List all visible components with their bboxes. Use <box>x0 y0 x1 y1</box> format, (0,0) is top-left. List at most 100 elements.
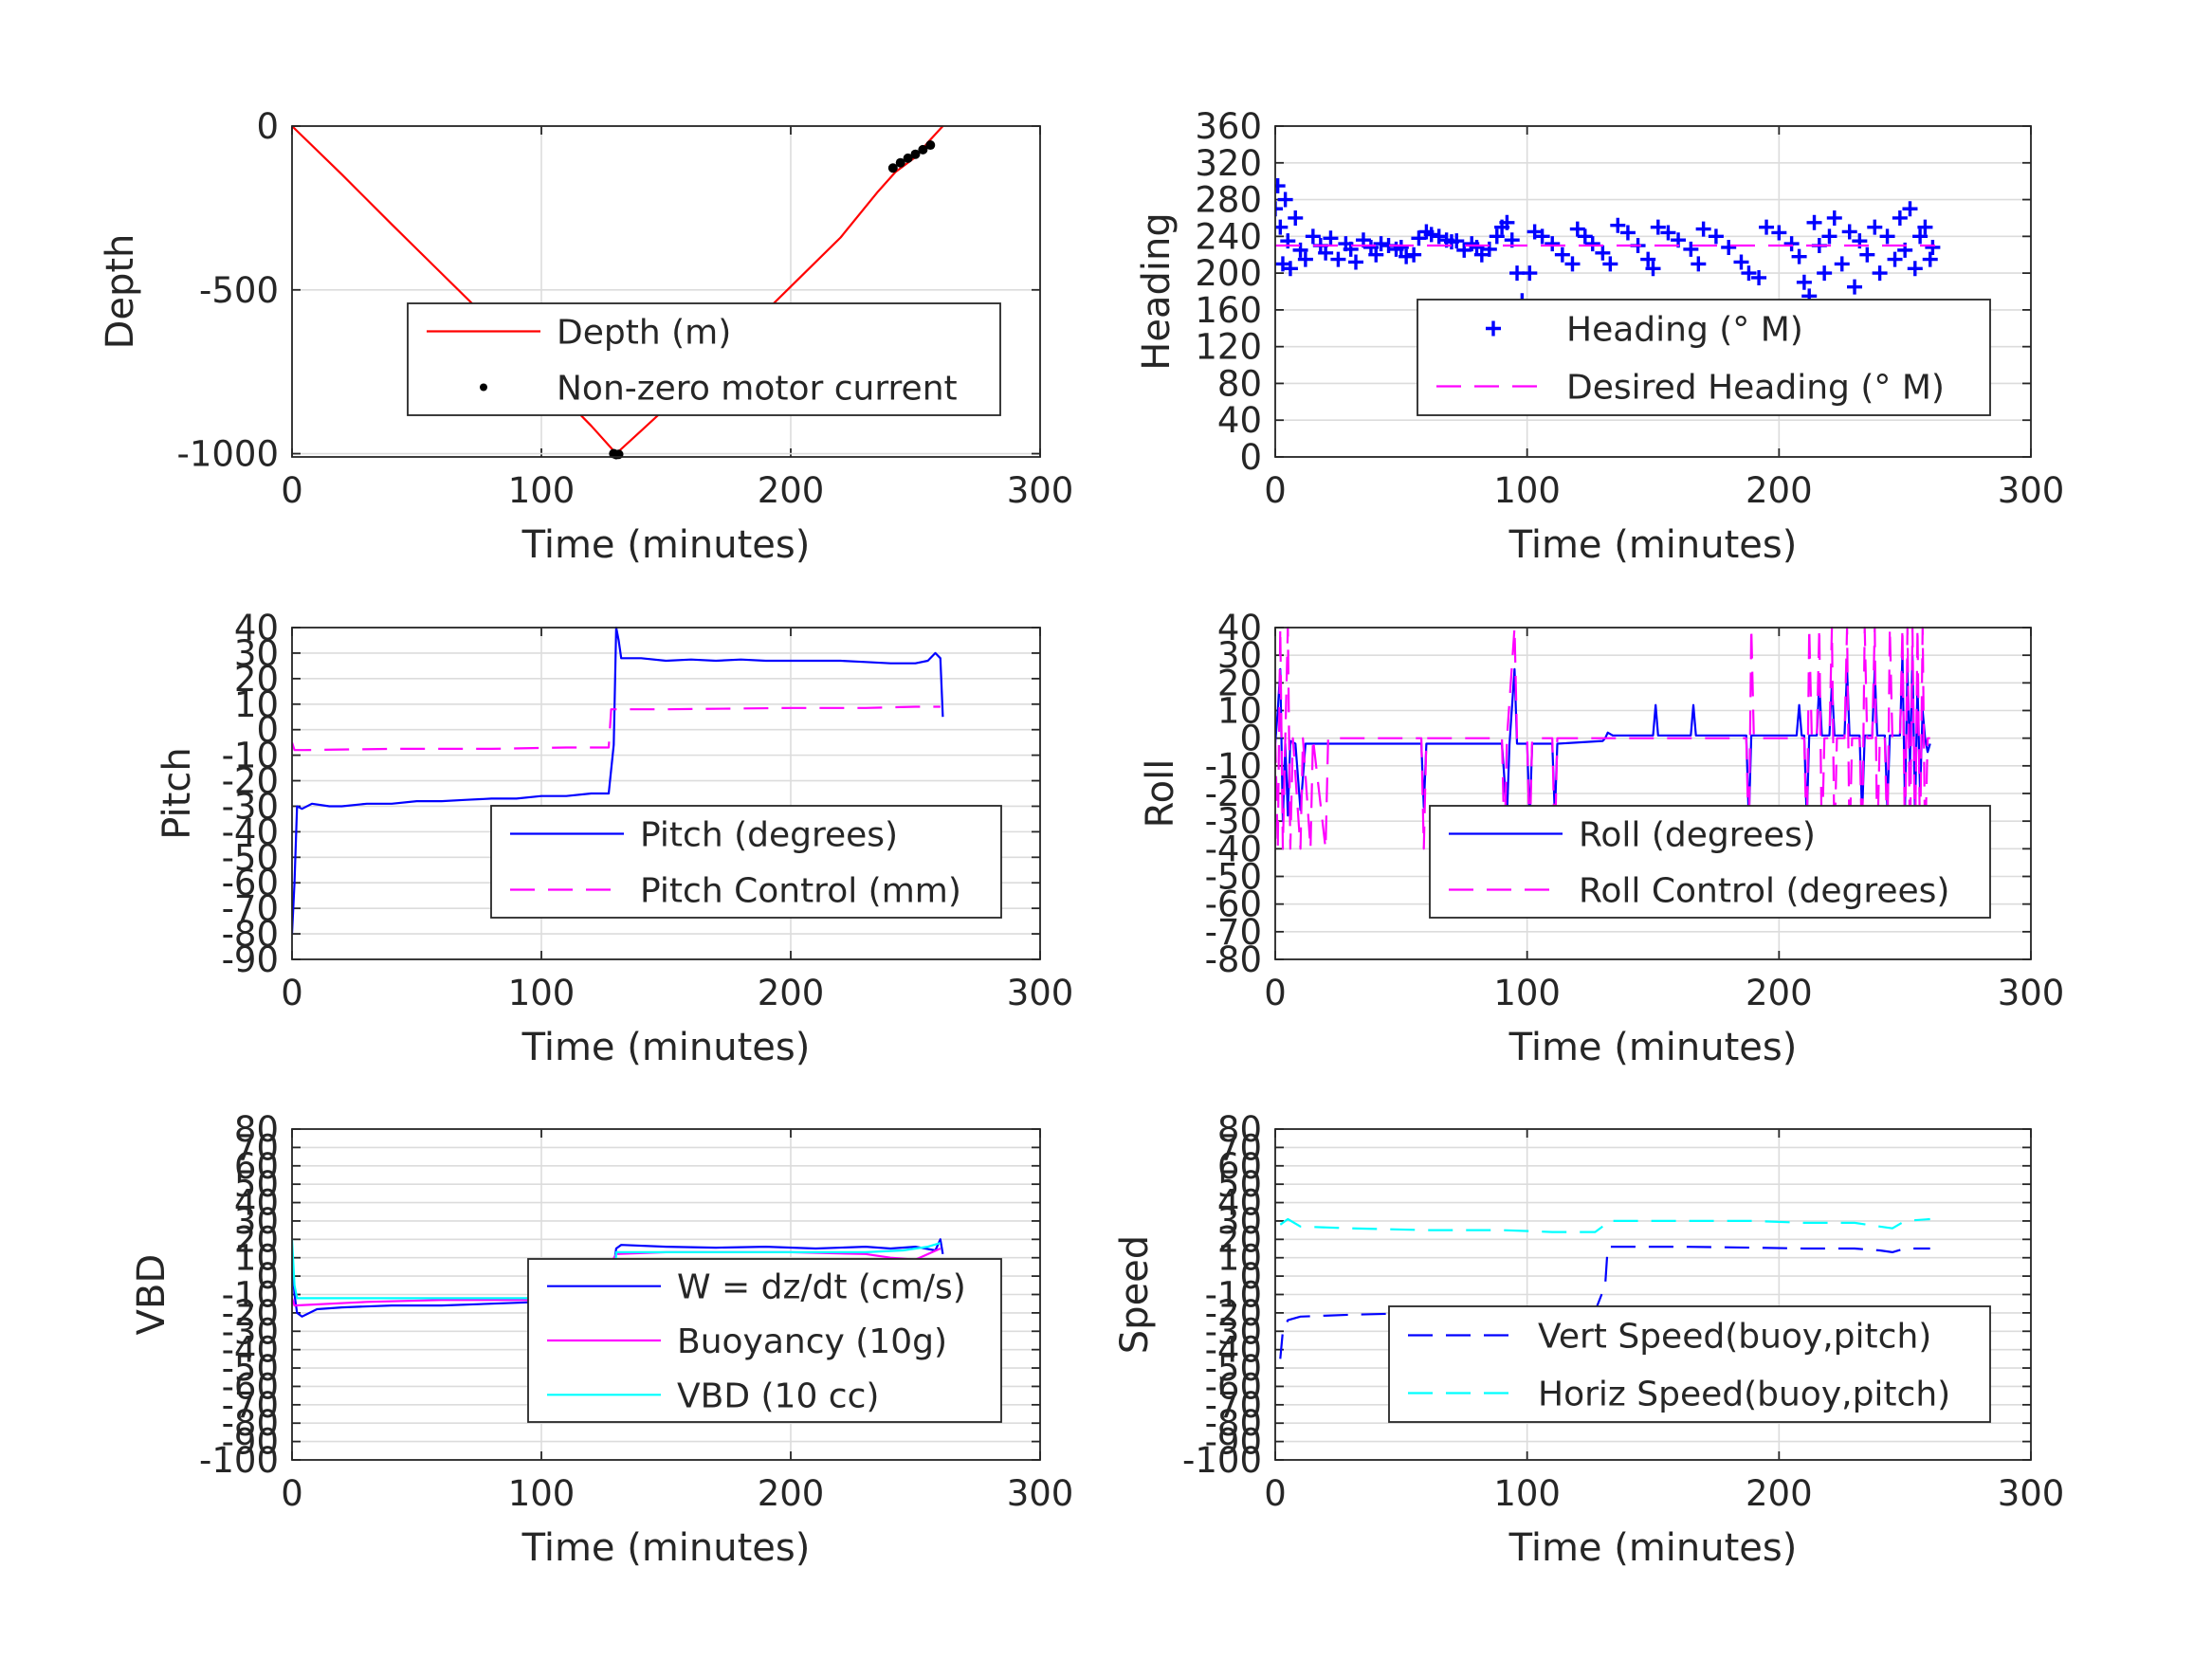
point-heading-m <box>1343 241 1359 257</box>
point-heading-m <box>1683 241 1699 257</box>
point-heading-m <box>1499 214 1515 230</box>
legend-label: Buoyancy (10g) <box>677 1322 947 1361</box>
point-heading-m <box>1275 178 1286 194</box>
y-tick-label: -20 <box>222 761 279 802</box>
y-tick-label: -40 <box>1205 1330 1262 1371</box>
x-tick-label: 200 <box>758 1473 825 1514</box>
point-heading-m <box>1912 228 1929 245</box>
y-tick-label: 10 <box>234 1238 279 1279</box>
x-tick-label: 300 <box>1998 1473 2065 1514</box>
legend: Vert Speed(buoy,pitch) Horiz Speed(buoy,p… <box>1388 1305 1991 1423</box>
point-heading-m <box>1534 228 1550 245</box>
x-tick-label: 300 <box>1007 1473 1074 1514</box>
y-tick-label: -60 <box>222 1366 279 1407</box>
x-tick-label: 0 <box>281 973 303 1013</box>
chart-depth: 0 100 200 300 0 -500 -1000 Time (minutes) Depth D… <box>99 106 1073 567</box>
legend: W = dz/dt (cm/s) Buoyancy (10g) VBD (10 cc… <box>527 1258 1002 1423</box>
axes-box <box>291 627 1041 960</box>
legend: Roll (degrees) Roll Control (degrees) <box>1429 805 1991 919</box>
legend-swatch <box>480 383 487 392</box>
chart-heading: 0 100 200 30004080120160200240280320360Time… <box>1135 106 2064 567</box>
y-tick-label: -30 <box>1205 801 1262 842</box>
point-heading-m <box>1584 236 1600 252</box>
point-heading-m <box>1330 251 1346 267</box>
y-tick-label: 0 <box>1239 1256 1262 1297</box>
series-line-vbd-10-cc <box>292 1239 941 1300</box>
axes-box <box>291 1128 1041 1461</box>
x-tick-label: 100 <box>1493 1473 1561 1514</box>
y-tick-label: -50 <box>222 1348 279 1389</box>
point-heading-m <box>1771 225 1787 241</box>
y-tick-label: -80 <box>1205 1403 1262 1444</box>
y-tick-label: 20 <box>1217 1219 1262 1260</box>
point-heading-m <box>1887 251 1903 267</box>
point-heading-m <box>1847 279 1863 295</box>
point-non-zero-motor-current <box>887 163 898 173</box>
point-heading-m <box>1892 210 1908 226</box>
axes-box <box>1274 125 2032 458</box>
y-tick-label: -10 <box>1205 746 1262 787</box>
point-heading-m <box>1695 221 1711 237</box>
legend: Heading (° M) Desired Heading (° M) <box>1417 299 1991 416</box>
point-heading-m <box>1806 214 1822 230</box>
axes-box <box>1274 627 2032 960</box>
y-tick-label: 40 <box>1217 608 1262 648</box>
point-heading-m <box>1925 239 1941 255</box>
y-axis-label: Roll <box>1139 759 1182 829</box>
x-tick-label: 0 <box>281 470 303 511</box>
y-tick-label: 10 <box>1217 691 1262 732</box>
axes-box <box>1274 1128 2032 1461</box>
y-tick-label: -50 <box>222 837 279 878</box>
x-tick-label: 0 <box>1264 470 1287 511</box>
y-tick-label: -60 <box>222 863 279 903</box>
y-axis-label: VBD <box>130 1254 174 1336</box>
legend-label: Desired Heading (° M) <box>1566 369 1945 408</box>
point-non-zero-motor-current <box>925 140 936 151</box>
point-heading-m <box>1751 269 1767 285</box>
point-heading-m <box>1297 251 1313 267</box>
y-tick-label: 10 <box>234 684 279 725</box>
x-tick-label: 200 <box>758 973 825 1013</box>
legend-swatch <box>1486 320 1501 337</box>
x-tick-label: 100 <box>508 470 576 511</box>
point-heading-m <box>1275 219 1289 235</box>
legend-label: Pitch Control (mm) <box>640 872 961 911</box>
point-heading-m <box>1275 201 1283 217</box>
x-tick-label: 300 <box>1998 470 2065 511</box>
y-tick-label: 0 <box>256 1256 279 1297</box>
point-heading-m <box>1733 254 1749 270</box>
legend-label: VBD (10 cc) <box>677 1376 879 1415</box>
legend-label: Vert Speed(buoy,pitch) <box>1538 1318 1931 1357</box>
legend-box <box>1417 299 1991 416</box>
point-heading-m <box>1650 219 1666 235</box>
y-tick-label: 40 <box>234 1183 279 1224</box>
x-tick-label: 0 <box>1264 973 1287 1013</box>
point-heading-m <box>1602 256 1618 272</box>
point-heading-m <box>1292 242 1308 258</box>
legend-label: Roll Control (degrees) <box>1579 872 1949 911</box>
y-tick-label: 20 <box>1217 663 1262 703</box>
y-tick-label: -20 <box>1205 774 1262 814</box>
y-tick-label: -70 <box>1205 912 1262 953</box>
point-heading-m <box>1423 227 1439 243</box>
x-tick-label: 100 <box>508 1473 576 1514</box>
y-tick-label: 0 <box>256 106 279 147</box>
point-heading-m <box>1545 236 1561 252</box>
y-axis-label: Speed <box>1113 1235 1157 1354</box>
y-tick-label: -40 <box>222 1330 279 1371</box>
y-tick-label: -60 <box>1205 884 1262 925</box>
legend-box <box>407 302 1001 416</box>
point-non-zero-motor-current <box>895 157 905 168</box>
point-heading-m <box>1841 224 1857 240</box>
legend-box <box>1388 1305 1991 1423</box>
point-heading-m <box>1323 230 1339 246</box>
y-tick-label: 240 <box>1195 216 1262 257</box>
point-non-zero-motor-current <box>910 149 921 159</box>
point-heading-m <box>1640 251 1656 267</box>
point-heading-m <box>1902 201 1918 217</box>
series-line-horiz-speed-buoy-pitch <box>1279 1217 1930 1233</box>
y-tick-label: -70 <box>222 888 279 929</box>
y-tick-label: -70 <box>222 1385 279 1426</box>
point-heading-m <box>1489 228 1505 245</box>
